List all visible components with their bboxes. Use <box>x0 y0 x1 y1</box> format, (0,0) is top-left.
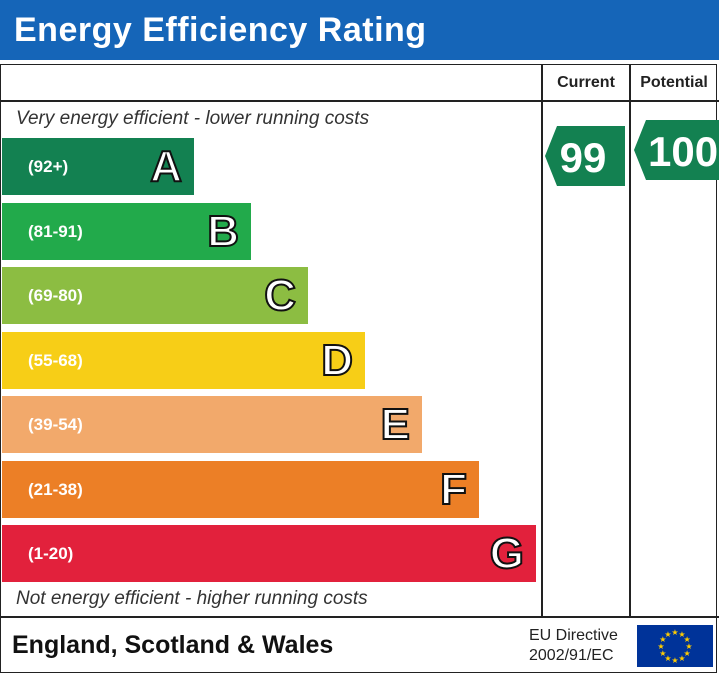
eu-star: ★ <box>671 656 678 665</box>
band-g: (1-20) G <box>2 525 536 582</box>
eu-star: ★ <box>685 642 692 651</box>
potential-rating-value: 100 <box>648 128 718 175</box>
band-d: (55-68) D <box>2 332 365 389</box>
footer-divider <box>0 616 719 618</box>
band-c-range: (69-80) <box>28 286 83 305</box>
band-d-letter: D <box>320 335 354 386</box>
rating-frame <box>0 64 717 673</box>
band-f-range: (21-38) <box>28 480 83 499</box>
band-b-range: (81-91) <box>28 222 83 241</box>
current-rating-value: 99 <box>560 134 607 181</box>
current-column-header: Current <box>557 74 615 91</box>
current-column-divider <box>541 64 543 618</box>
eu-directive-line-2: 2002/91/EC <box>529 647 614 664</box>
band-e-range: (39-54) <box>28 415 83 434</box>
title-bar: Energy Efficiency Rating <box>0 0 719 60</box>
eu-star: ★ <box>664 630 671 639</box>
band-a-letter: A <box>149 141 183 192</box>
band-g-range: (1-20) <box>28 544 74 563</box>
footer-region: England, Scotland & Wales <box>12 631 334 659</box>
eu-star: ★ <box>671 628 678 637</box>
eu-directive: EU Directive 2002/91/EC <box>529 626 618 666</box>
eu-directive-line-1: EU Directive <box>529 627 618 644</box>
band-c-letter: C <box>263 270 297 321</box>
band-e-letter: E <box>380 399 411 450</box>
top-caption: Very energy efficient - lower running co… <box>16 108 370 129</box>
eu-star: ★ <box>659 635 666 644</box>
eu-star: ★ <box>659 649 666 658</box>
potential-rating-arrow: 100 <box>634 120 719 180</box>
eu-star: ★ <box>684 649 691 658</box>
header-divider <box>0 100 719 102</box>
potential-column-header: Potential <box>640 74 708 91</box>
potential-arrow-shape <box>634 120 719 180</box>
band-b: (81-91) B <box>2 203 251 260</box>
band-f: (21-38) F <box>2 461 479 518</box>
band-d-range: (55-68) <box>28 351 83 370</box>
current-arrow-shape <box>545 126 625 186</box>
band-c: (69-80) C <box>2 267 308 324</box>
current-rating-arrow: 99 <box>545 126 625 186</box>
eu-star: ★ <box>664 654 671 663</box>
page-title: Energy Efficiency Rating <box>14 11 427 49</box>
eu-star: ★ <box>657 642 664 651</box>
eu-star: ★ <box>684 635 691 644</box>
band-a-range: (92+) <box>28 157 69 176</box>
bottom-caption: Not energy efficient - higher running co… <box>16 588 368 609</box>
band-b-letter: B <box>206 206 240 257</box>
eu-star: ★ <box>678 654 685 663</box>
band-e: (39-54) E <box>2 396 422 453</box>
band-g-letter: G <box>489 528 525 579</box>
eu-flag-icon: ★ ★★★★★★★★★★★ <box>637 625 713 667</box>
band-a: (92+) A <box>2 138 194 195</box>
potential-column-divider <box>629 64 631 618</box>
band-f-letter: F <box>439 464 468 515</box>
eu-star: ★ <box>678 630 685 639</box>
